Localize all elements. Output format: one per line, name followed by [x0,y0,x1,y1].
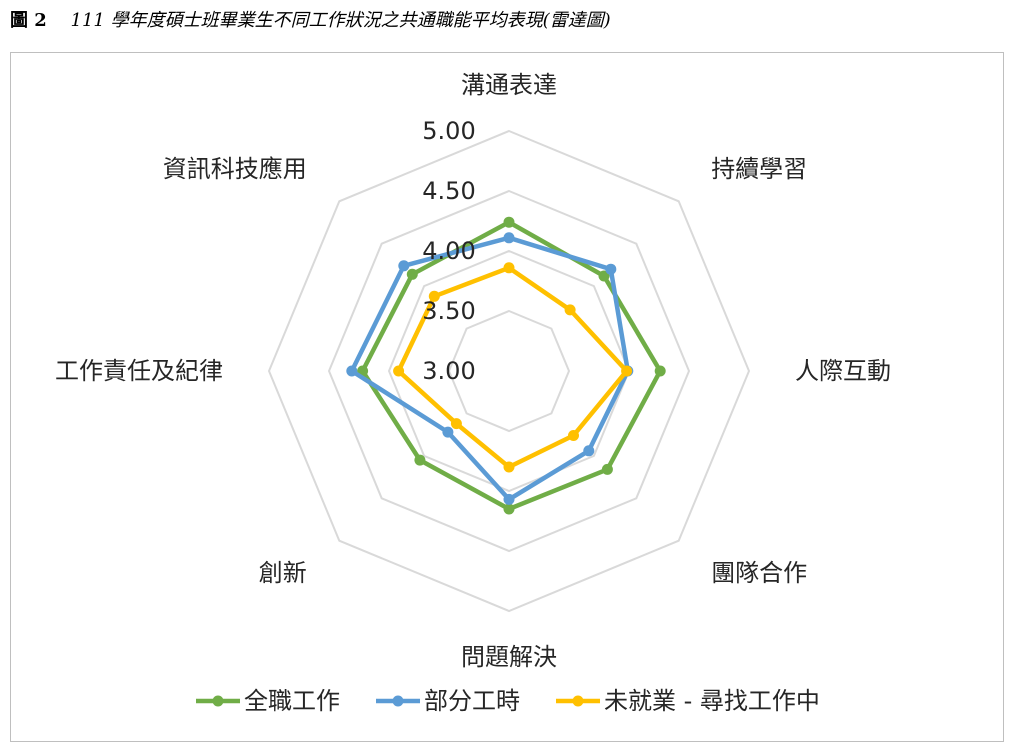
legend-label: 部分工時 [424,687,520,715]
axis-label: 團隊合作 [711,559,807,587]
tick-label: 4.50 [422,177,475,205]
grid-ring [267,129,751,613]
chart-legend: 全職工作 部分工時 未就業 - 尋找工作中 [196,687,820,715]
legend-item: 部分工時 [376,687,520,715]
legend-label: 未就業 - 尋找工作中 [604,687,820,715]
series-point [442,426,454,438]
legend-item: 未就業 - 尋找工作中 [556,687,820,715]
axis-label: 溝通表達 [461,71,557,99]
legend-swatch-marker [572,695,584,707]
legend-swatch-marker [212,695,224,707]
caption-label: 圖 2 [10,10,47,31]
tick-label: 5.00 [422,117,475,145]
series-point [503,216,515,228]
series-point [414,454,426,466]
series-point [568,430,579,441]
figure-caption: 圖 2 111 學年度碩士班畢業生不同工作狀況之共通職能平均表現(雷達圖) [10,4,611,38]
caption-title: 111 學年度碩士班畢業生不同工作狀況之共通職能平均表現(雷達圖) [70,10,611,31]
legend-item: 全職工作 [196,687,340,715]
axis-label: 持續學習 [711,155,807,183]
axis-label: 人際互動 [795,357,891,385]
series-point [450,418,462,430]
tick-labels: 3.00 3.50 4.00 4.50 5.00 [422,117,475,385]
series-point [583,445,595,457]
series-point [393,365,405,377]
grid-ring [447,309,571,433]
series-point [503,493,515,505]
series-point [503,232,515,244]
series-point [564,304,576,316]
chart-frame: 溝通表達持續學習人際互動團隊合作問題解決 創新 工作責任及紀律 資訊科技應用 3.00… [10,52,1004,742]
tick-label: 4.00 [422,237,475,265]
series-group [393,262,633,473]
series-point [503,461,515,473]
legend-swatch-marker [392,695,404,707]
series-point [605,263,617,275]
grid-ring [327,189,691,553]
radar-series [346,216,666,515]
axis-label: 創新 [259,559,307,587]
radar-grid [267,129,751,613]
series-point [621,365,633,377]
series-point [654,365,666,377]
tick-label: 3.50 [422,297,475,325]
legend-label: 全職工作 [244,687,340,715]
axis-label: 工作責任及紀律 [55,357,223,385]
series-point [503,503,515,515]
series-point [428,290,440,302]
series-point [346,365,358,377]
grid-ring [387,249,631,493]
series-point [406,268,418,280]
axis-label: 資訊科技應用 [163,155,307,183]
tick-label: 3.00 [422,357,475,385]
series-point [598,270,610,282]
series-point [601,463,613,475]
series-point [503,262,515,274]
series-point [398,260,410,272]
axis-label: 問題解決 [461,643,557,671]
series-group [357,216,666,515]
